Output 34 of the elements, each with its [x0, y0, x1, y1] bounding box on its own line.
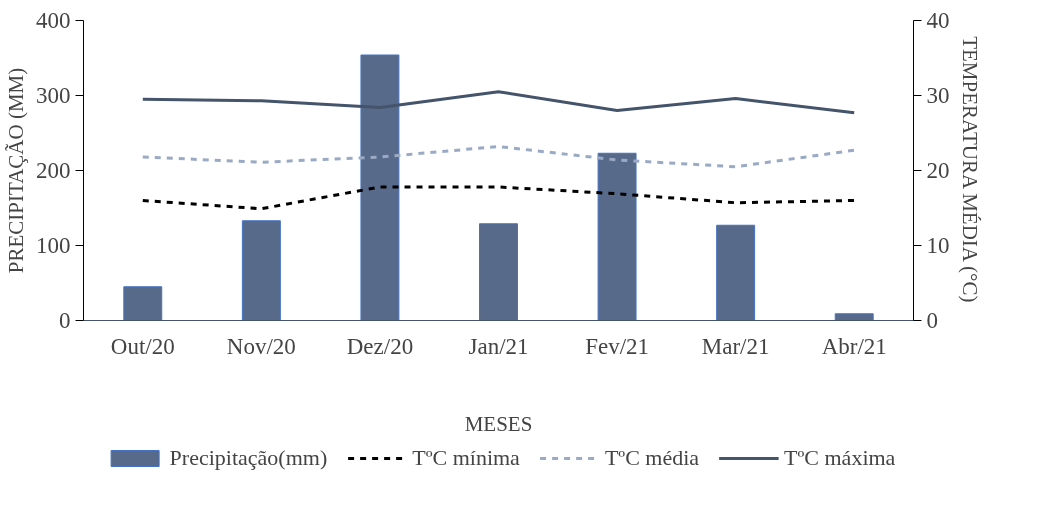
x-tick-label: Jan/21 [468, 333, 529, 359]
bar [479, 223, 518, 321]
x-axis-title: MESES [464, 411, 533, 436]
legend-label: Precipitação(mm) [169, 445, 328, 471]
legend-label: TºC mínima [412, 445, 520, 471]
bar [360, 54, 400, 321]
y-axis-title: PRECIPITAÇÃO (MM) [4, 67, 28, 274]
legend-label: TºC média [604, 445, 700, 471]
x-tick-label: Abr/21 [821, 333, 887, 359]
legend-label: TºC máxima [784, 445, 896, 471]
y-tick-label: 100 [36, 233, 71, 258]
line-series [141, 185, 856, 211]
y2-tick-label: 0 [926, 308, 938, 333]
y2-tick-label: 10 [926, 233, 950, 258]
y2-tick-label: 20 [926, 158, 950, 183]
x-tick-label: Fev/21 [585, 333, 650, 359]
bar [834, 313, 874, 321]
y-tick-label: 200 [36, 158, 71, 183]
y2-tick-label: 30 [926, 83, 950, 108]
bar [597, 152, 637, 321]
x-tick-label: Dez/20 [346, 333, 414, 359]
y-tick-label: 300 [36, 83, 71, 108]
bar [716, 224, 756, 321]
y-tick-label: 0 [59, 308, 71, 333]
bar [241, 220, 281, 321]
x-tick-label: Mar/21 [701, 333, 770, 359]
y2-tick-label: 40 [926, 8, 950, 33]
line-series [141, 145, 856, 169]
y-tick-label: 400 [36, 8, 71, 33]
x-tick-label: Out/20 [110, 333, 175, 359]
bar [123, 286, 163, 321]
x-tick-label: Nov/20 [226, 333, 296, 359]
y2-axis-title: TEMPERATURA MÉDIA (°C) [957, 36, 982, 303]
line-series [141, 90, 856, 115]
